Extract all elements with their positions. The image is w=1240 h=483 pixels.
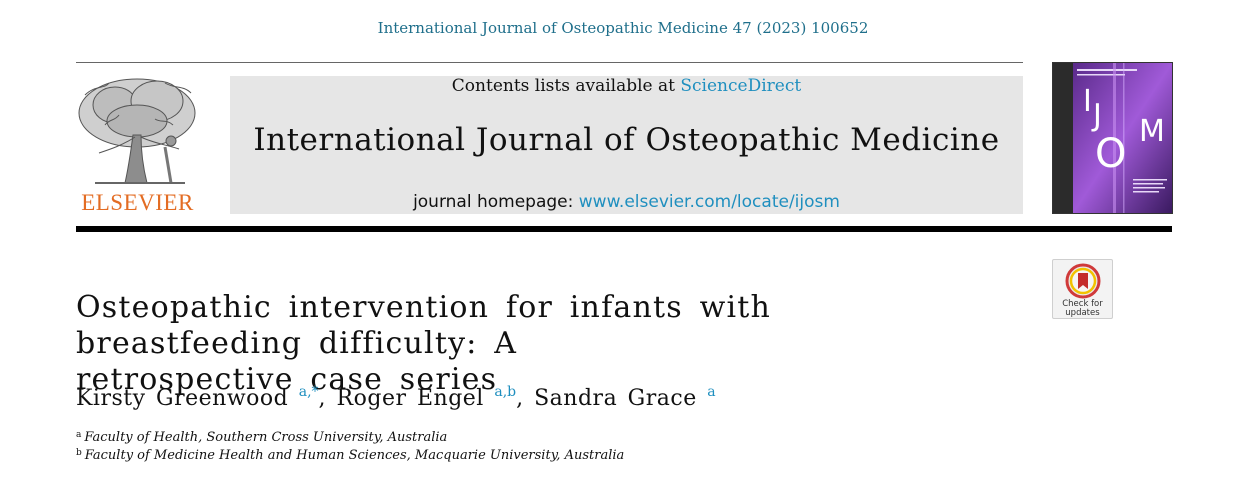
contents-available-line: Contents lists available at ScienceDirec… (230, 76, 1023, 96)
author-affiliation-marks[interactable]: a,b (494, 384, 517, 400)
author-separator: , (318, 386, 327, 411)
cover-letter-i: I (1083, 84, 1092, 119)
check-for-updates-button[interactable]: Check for updates (1052, 259, 1113, 319)
check-updates-icon (1065, 263, 1100, 299)
journal-citation[interactable]: International Journal of Osteopathic Med… (377, 19, 869, 37)
journal-homepage-line: journal homepage: www.elsevier.com/locat… (230, 192, 1023, 212)
cover-letter-j: J (1091, 98, 1102, 133)
affiliation-text: Faculty of Medicine Health and Human Sci… (84, 448, 625, 463)
affiliation-a: a Faculty of Health, Southern Cross Unive… (76, 430, 976, 445)
author-affiliation-marks[interactable]: a,* (298, 384, 319, 400)
journal-cover-image: I J O M (1053, 63, 1172, 213)
check-updates-label-2: updates (1065, 308, 1100, 318)
affiliation-text: Faculty of Health, Southern Cross Univer… (84, 430, 448, 445)
affiliation-mark: b (76, 448, 82, 458)
check-updates-label-1: Check for (1062, 299, 1103, 309)
affiliation-b: b Faculty of Medicine Health and Human Sc… (76, 448, 976, 463)
elsevier-wordmark: ELSEVIER (81, 190, 194, 215)
cover-letter-o: O (1095, 131, 1126, 177)
journal-homepage-link[interactable]: www.elsevier.com/locate/ijosm (578, 192, 840, 212)
author-name[interactable]: Kirsty Greenwood (76, 386, 289, 411)
contents-prefix: Contents lists available at (451, 76, 681, 96)
article-title-line-2: retrospective case series (76, 362, 498, 397)
journal-banner: Contents lists available at ScienceDirec… (230, 76, 1023, 214)
elsevier-logo[interactable]: ELSEVIER (75, 75, 200, 215)
journal-title: International Journal of Osteopathic Med… (253, 122, 1000, 158)
journal-cover-thumbnail[interactable]: I J O M (1052, 62, 1173, 214)
author-name[interactable]: Roger Engel (336, 386, 484, 411)
author-list: Kirsty Greenwood a,*, Roger Engel a,b, S… (76, 384, 976, 411)
sciencedirect-link[interactable]: ScienceDirect (680, 76, 802, 96)
tree-icon (78, 78, 196, 184)
article-title-line-1: Osteopathic intervention for infants wit… (76, 290, 772, 361)
author-separator: , (516, 386, 524, 411)
article-title: Osteopathic intervention for infants wit… (76, 290, 976, 398)
affiliation-mark: a (76, 430, 82, 440)
author-name[interactable]: Sandra Grace (534, 386, 697, 411)
cover-letter-m: M (1139, 114, 1165, 149)
top-divider (76, 62, 1023, 63)
author-affiliation-marks[interactable]: a (707, 384, 716, 400)
header-thick-divider (76, 226, 1172, 232)
homepage-prefix: journal homepage: (413, 192, 579, 212)
